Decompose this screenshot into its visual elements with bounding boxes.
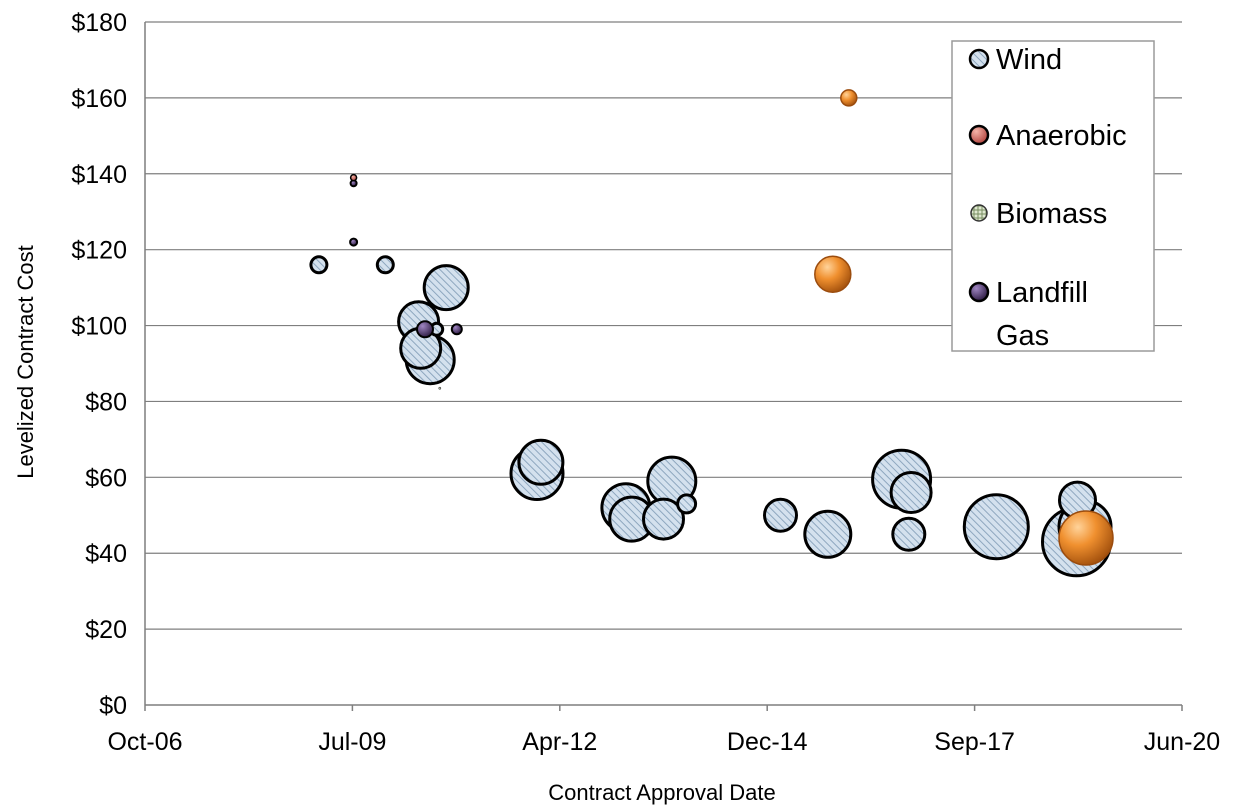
y-tick-label: $80: [85, 388, 127, 416]
legend: Wind Anaerobic Biomass Landfill Gas: [951, 40, 1155, 352]
gridlines: [145, 21, 1182, 630]
bubble-landfill: [349, 237, 359, 247]
legend-label-biomass: Biomass: [996, 198, 1107, 230]
bubble-wind: [422, 264, 470, 312]
legend-label-wind: Wind: [996, 44, 1062, 76]
x-tick-label: Dec-14: [727, 728, 808, 756]
bubble-orange: [1058, 510, 1114, 566]
bubble-wind: [891, 516, 927, 552]
bubble-wind: [375, 255, 395, 275]
x-tick-labels: Oct-06 Jul-09 Apr-12 Dec-14 Sep-17 Jun-20: [107, 705, 1220, 756]
y-tick-label: $180: [71, 9, 127, 37]
bubble-wind: [763, 497, 798, 533]
legend-label-landfill: Landfill Gas: [996, 277, 1096, 352]
x-axis-title: Contract Approval Date: [548, 780, 775, 805]
x-tick-label: Jun-20: [1144, 728, 1220, 756]
bubble-wind: [803, 509, 853, 559]
y-tick-label: $0: [99, 692, 127, 720]
x-tick-label: Apr-12: [522, 728, 597, 756]
bubbles: [309, 89, 1114, 578]
x-tick-label: Jul-09: [318, 728, 386, 756]
y-tick-labels: $0 $20 $40 $60 $80 $100 $120 $140 $160 $180: [71, 9, 127, 720]
y-tick-label: $120: [71, 237, 127, 265]
bubble-biomass: [438, 386, 442, 390]
legend-marker-wind: [968, 48, 990, 70]
bubble-anaerobic: [349, 173, 358, 182]
bubble-wind: [642, 497, 685, 541]
y-tick-label: $160: [71, 85, 127, 113]
bubble-wind: [889, 471, 933, 514]
y-tick-label: $140: [71, 161, 127, 189]
legend-label-anaerobic: Anaerobic: [996, 120, 1127, 152]
legend-marker-biomass: [970, 204, 988, 222]
y-axis-title: Levelized Contract Cost: [13, 245, 38, 479]
bubble-orange: [814, 255, 852, 294]
x-tick-label: Oct-06: [107, 728, 182, 756]
bubble-wind: [962, 493, 1030, 561]
bubble-wind: [309, 255, 329, 275]
y-tick-label: $100: [71, 313, 127, 341]
bubble-orange: [840, 89, 858, 107]
y-tick-label: $60: [85, 464, 127, 492]
x-tick-label: Sep-17: [934, 728, 1015, 756]
axes: [144, 22, 1182, 706]
legend-marker-landfill: [968, 281, 990, 303]
legend-marker-anaerobic: [968, 124, 990, 146]
bubble-landfill: [450, 323, 463, 336]
bubble-landfill: [416, 320, 434, 339]
y-tick-label: $40: [85, 540, 127, 568]
bubble-wind: [676, 493, 698, 515]
y-tick-label: $20: [85, 616, 127, 644]
bubble-wind: [517, 438, 565, 486]
